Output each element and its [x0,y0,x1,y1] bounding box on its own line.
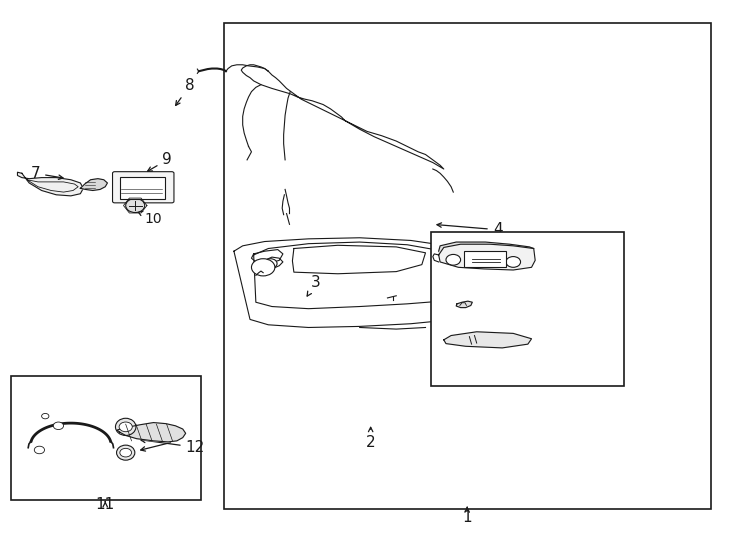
Text: 5: 5 [547,246,596,261]
Circle shape [264,259,277,268]
Polygon shape [80,179,107,191]
Text: 2: 2 [366,427,376,450]
Circle shape [34,446,45,454]
Polygon shape [439,244,535,270]
Polygon shape [457,301,472,308]
Text: 4: 4 [437,222,502,237]
Text: 9: 9 [148,152,172,171]
Text: 8: 8 [175,78,195,105]
Circle shape [119,422,132,431]
Text: 1: 1 [462,507,472,525]
FancyBboxPatch shape [112,172,174,203]
Circle shape [432,313,441,319]
Circle shape [120,448,131,457]
Circle shape [506,256,520,267]
Text: 11: 11 [95,497,115,512]
Circle shape [446,254,461,265]
Ellipse shape [115,418,136,435]
Bar [11,376,201,500]
Bar [464,251,506,267]
Circle shape [54,422,64,429]
Bar [225,23,711,509]
Polygon shape [444,332,531,348]
Polygon shape [117,423,186,442]
Circle shape [42,414,49,419]
Text: 12: 12 [141,438,205,455]
Polygon shape [18,172,83,196]
Text: 7: 7 [31,166,63,181]
Text: 6: 6 [547,292,596,307]
Text: 10: 10 [138,212,161,226]
Bar [120,177,165,199]
Circle shape [126,199,145,213]
Circle shape [252,259,275,276]
Text: 3: 3 [307,275,321,296]
Bar [431,232,625,386]
Ellipse shape [117,445,135,460]
Polygon shape [439,242,534,255]
